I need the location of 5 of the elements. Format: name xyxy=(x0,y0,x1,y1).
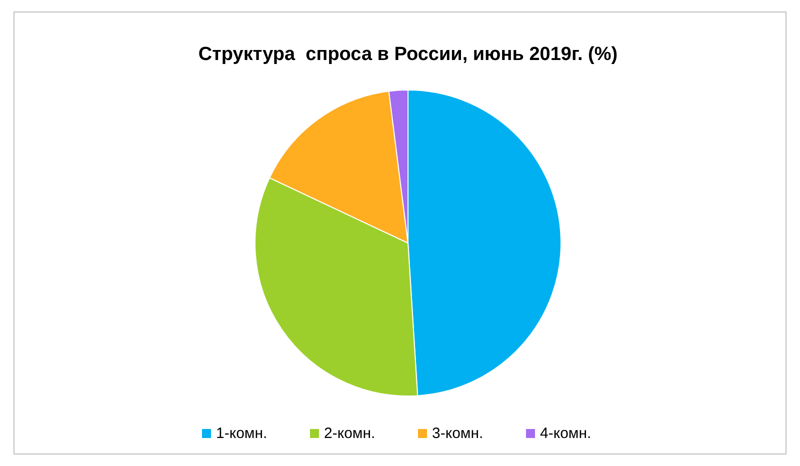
legend-label: 2-комн. xyxy=(324,425,376,442)
legend-label: 1-комн. xyxy=(216,425,268,442)
legend-label: 3-комн. xyxy=(432,425,484,442)
legend-label: 4-комн. xyxy=(540,425,592,442)
chart-title: Структура спроса в России, июнь 2019г. (%) xyxy=(198,44,618,65)
